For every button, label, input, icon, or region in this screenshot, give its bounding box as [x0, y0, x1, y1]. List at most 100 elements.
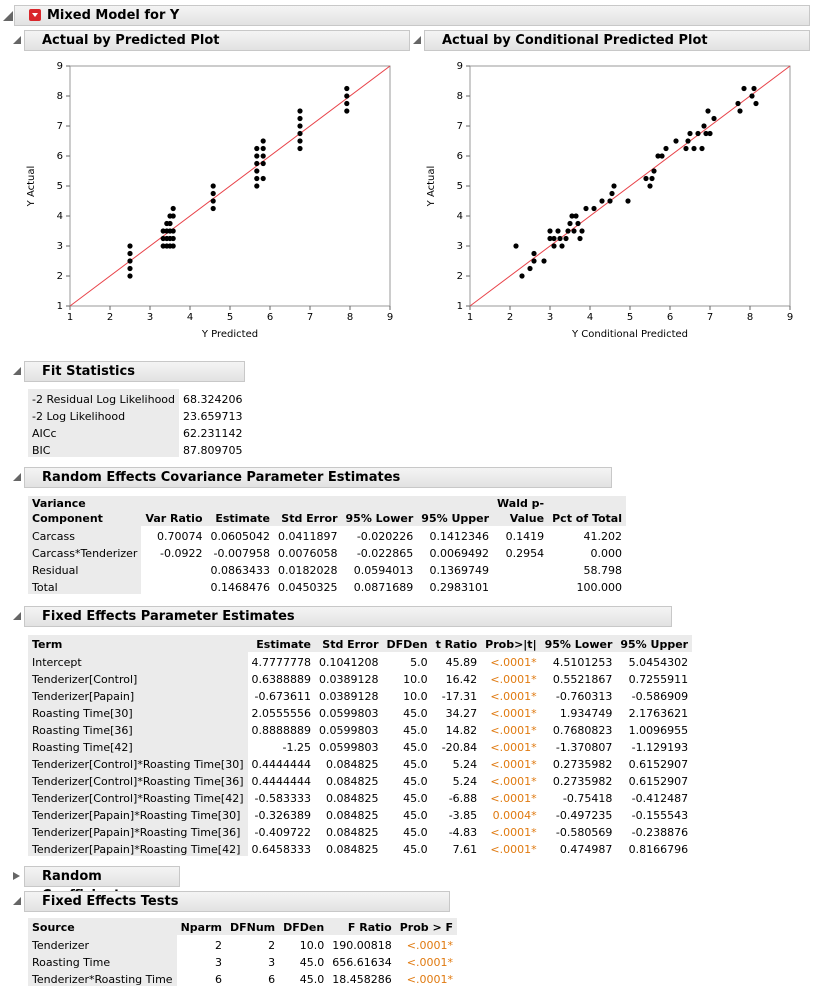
column-header: Variance Component — [28, 496, 142, 526]
table-row: Tenderizer 2 2 10.0 190.00818 <.0001* — [28, 935, 457, 952]
fixed-effects-table: Term Estimate Std Error DFDen t Ratio Prob>|t… — [28, 635, 693, 856]
section-title: Fit Statistics — [42, 364, 135, 379]
table-cell: 10.0 — [299, 939, 325, 952]
column-header: Prob > F — [395, 918, 458, 935]
x-axis-label: Y Conditional Predicted — [571, 329, 688, 340]
table-cell: Tenderizer[Control]*Roasting Time[36] — [28, 771, 248, 788]
y-axis-label: Y Actual — [426, 166, 437, 208]
section-header[interactable]: Random Effects Covariance Parameter Esti… — [13, 467, 612, 488]
table-row: Tenderizer[Papain]*Roasting Time[30] -0.3… — [28, 805, 692, 822]
report-title: Mixed Model for Y — [47, 8, 180, 23]
table-row: Tenderizer[Control]*Roasting Time[30] 0.4… — [28, 754, 692, 771]
table-cell: 7.61 — [452, 843, 478, 856]
point — [557, 235, 563, 242]
disclosure-icon[interactable] — [413, 36, 421, 44]
section-header[interactable]: Random Coefficients — [13, 866, 180, 903]
report-header[interactable]: Mixed Model for Y — [3, 5, 810, 26]
table-cell: <.0001* — [490, 690, 537, 703]
table-cell: 0.6152907 — [628, 775, 689, 788]
plot-title: Actual by Conditional Predicted Plot — [442, 33, 708, 48]
table-cell: 0.084825 — [326, 775, 379, 788]
x-tick-label: 6 — [267, 312, 273, 323]
x-tick-label: 4 — [587, 312, 593, 323]
plot-title: Actual by Predicted Plot — [42, 33, 220, 48]
point — [210, 198, 216, 204]
table-cell: 0.2735982 — [552, 775, 613, 788]
table-cell: Roasting Time[42] — [28, 737, 248, 754]
point — [703, 130, 709, 137]
y-tick-label: 8 — [57, 91, 63, 102]
table-row: Tenderizer[Papain]*Roasting Time[36] -0.4… — [28, 822, 692, 839]
point — [707, 130, 713, 137]
table-cell — [141, 577, 206, 594]
table-cell: 0.2735982 — [552, 758, 613, 771]
point — [685, 138, 691, 144]
point — [254, 160, 260, 167]
table-row: AICc 62.231142 — [28, 423, 247, 440]
table-cell: <.0001* — [490, 724, 537, 737]
section-title: Fixed Effects Tests — [42, 894, 179, 909]
menu-icon[interactable] — [29, 9, 41, 21]
disclosure-icon[interactable] — [13, 612, 21, 620]
table-cell: 2.0555556 — [251, 707, 312, 720]
table-cell — [493, 560, 548, 577]
table-cell: Tenderizer*Roasting Time — [28, 969, 177, 986]
table-cell: 68.324206 — [183, 393, 243, 406]
x-axis-label: Y Predicted — [201, 329, 258, 340]
table-cell: Roasting Time[30] — [28, 703, 248, 720]
y-axis-label: Y Actual — [26, 166, 37, 208]
point — [127, 265, 133, 272]
table-cell: 87.809705 — [183, 444, 243, 457]
disclosure-icon[interactable] — [3, 11, 13, 21]
table-cell: 45.0 — [403, 724, 428, 737]
random-effects-table: Variance Component Var Ratio Estimate Std E… — [28, 496, 627, 594]
point — [751, 85, 757, 92]
disclosure-icon[interactable] — [13, 367, 21, 375]
table-cell: -0.412487 — [631, 792, 689, 805]
point — [513, 243, 519, 249]
table-cell: <.0001* — [490, 826, 537, 839]
y-tick-label: 4 — [457, 211, 463, 222]
table-cell: 2.1763621 — [628, 707, 689, 720]
y-tick-label: 2 — [457, 271, 463, 282]
point — [297, 115, 303, 122]
table-cell: 0.0389128 — [319, 690, 379, 703]
point — [210, 205, 216, 212]
table-cell: 2 — [214, 939, 222, 952]
table-cell: 0.084825 — [326, 809, 379, 822]
section-header[interactable]: Actual by Conditional Predicted Plot — [413, 30, 810, 51]
column-header: 95% Upper — [616, 635, 693, 652]
table-cell: <.0001* — [490, 792, 537, 805]
section-header[interactable]: Fixed Effects Parameter Estimates — [13, 606, 672, 627]
disclosure-icon[interactable] — [13, 872, 21, 880]
column-header: Estimate — [247, 635, 315, 652]
table-cell — [493, 577, 548, 594]
point — [127, 250, 133, 257]
point — [737, 108, 743, 114]
table-row: Carcass 0.70074 0.0605042 0.0411897 -0.02022… — [28, 526, 626, 543]
table-cell: 0.084825 — [326, 826, 379, 839]
y-tick-label: 1 — [457, 301, 463, 312]
section-header[interactable]: Fit Statistics — [13, 361, 245, 382]
column-header: Source — [28, 918, 177, 935]
column-header: Nparm — [176, 918, 226, 935]
section-header[interactable]: Fixed Effects Tests — [13, 891, 450, 912]
point — [170, 213, 176, 219]
disclosure-icon[interactable] — [13, 897, 21, 905]
disclosure-icon[interactable] — [13, 36, 21, 44]
section-header[interactable]: Actual by Predicted Plot — [13, 30, 410, 51]
x-tick-label: 1 — [67, 312, 73, 323]
y-tick-label: 7 — [57, 121, 63, 132]
disclosure-icon[interactable] — [13, 473, 21, 481]
point — [254, 175, 260, 182]
table-cell: 5.24 — [452, 758, 478, 771]
table-cell: 45.0 — [299, 956, 325, 969]
table-cell: <.0001* — [490, 741, 537, 754]
table-cell: Tenderizer[Papain]*Roasting Time[30] — [28, 805, 248, 822]
table-cell: -0.326389 — [254, 809, 311, 822]
point — [344, 85, 350, 92]
table-cell: 0.8166796 — [628, 843, 689, 856]
table-cell: Roasting Time[36] — [28, 720, 248, 737]
table-cell: 62.231142 — [183, 427, 243, 440]
table-cell: 5.24 — [452, 775, 478, 788]
